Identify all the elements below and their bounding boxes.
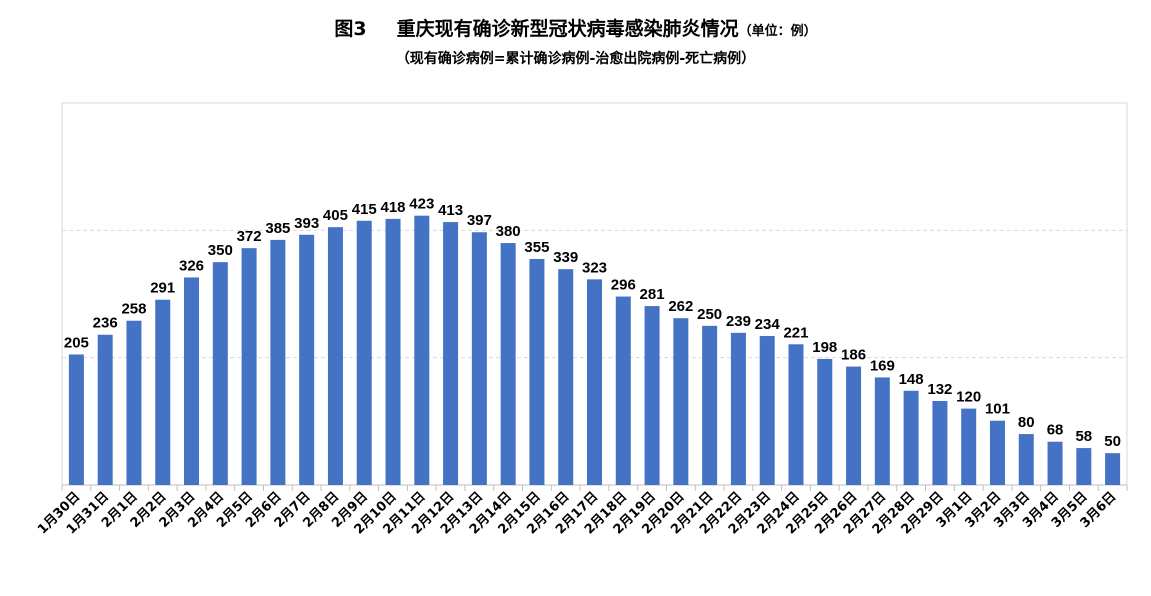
data-label: 262	[668, 298, 693, 315]
bar	[846, 366, 862, 485]
bar	[587, 279, 602, 485]
data-label: 296	[611, 277, 636, 294]
bar	[126, 320, 142, 485]
data-label: 68	[1047, 422, 1064, 439]
data-label: 350	[208, 242, 233, 259]
bar	[1047, 441, 1063, 485]
chart-subtitle: （现有确诊病例=累计确诊病例-治愈出院病例-死亡病例）	[395, 51, 756, 67]
data-label: 234	[755, 316, 781, 333]
data-label: 58	[1075, 428, 1092, 445]
chart-title: 图3 重庆现有确诊新型冠状病毒感染肺炎情况（单位：例）	[0, 14, 1151, 41]
unit-label: （单位：例）	[738, 24, 817, 39]
bar	[1076, 448, 1092, 485]
data-label: 372	[237, 228, 262, 245]
bar	[989, 420, 1005, 485]
figure-label: 图3	[334, 18, 367, 40]
bar	[212, 262, 228, 485]
data-label: 120	[956, 389, 981, 406]
bar	[356, 220, 372, 486]
bar	[961, 408, 977, 485]
bar	[270, 239, 286, 485]
data-label: 132	[927, 381, 952, 398]
bar	[558, 269, 574, 485]
data-label: 397	[467, 212, 492, 229]
data-label: 50	[1104, 433, 1121, 450]
data-label: 186	[841, 347, 866, 364]
bar	[68, 354, 84, 485]
bar	[1105, 453, 1121, 485]
bar	[759, 336, 775, 485]
bar	[414, 215, 430, 485]
bar	[97, 334, 113, 485]
bar	[299, 234, 315, 485]
bar	[874, 377, 890, 485]
data-label: 423	[409, 196, 434, 213]
bar	[155, 299, 171, 485]
bar	[730, 332, 746, 485]
bar	[673, 318, 689, 485]
data-label: 250	[697, 306, 722, 323]
data-label: 80	[1018, 414, 1035, 431]
bar	[500, 243, 516, 485]
bar	[615, 296, 631, 485]
title-text: 重庆现有确诊新型冠状病毒感染肺炎情况	[396, 18, 739, 40]
bar	[932, 400, 948, 485]
bar	[241, 248, 257, 485]
data-label: 380	[496, 223, 521, 240]
bar	[817, 358, 833, 485]
data-label: 221	[783, 324, 808, 341]
data-label: 291	[150, 280, 175, 297]
data-label: 236	[93, 315, 118, 332]
bar	[903, 390, 919, 485]
data-label: 239	[726, 313, 751, 330]
data-label: 205	[64, 334, 89, 351]
bar	[385, 218, 401, 485]
data-label: 169	[870, 357, 895, 374]
bar	[644, 306, 660, 485]
data-label: 258	[121, 301, 146, 318]
bar	[702, 325, 718, 485]
data-label: 385	[265, 220, 290, 237]
data-label: 355	[524, 239, 549, 256]
data-label: 339	[553, 249, 578, 266]
data-label: 101	[985, 401, 1010, 418]
bar	[788, 344, 804, 485]
bar	[184, 277, 200, 485]
data-label: 326	[179, 257, 204, 274]
data-label: 198	[812, 339, 837, 356]
data-label: 405	[323, 207, 348, 224]
bar	[471, 232, 487, 485]
bar	[1018, 434, 1034, 485]
data-label: 413	[438, 202, 463, 219]
bar	[529, 258, 545, 485]
bar	[327, 227, 343, 485]
data-label: 281	[640, 286, 665, 303]
data-label: 393	[294, 215, 319, 232]
bar	[443, 222, 459, 485]
data-label: 418	[380, 199, 405, 216]
data-label: 148	[899, 371, 924, 388]
data-label: 415	[352, 201, 377, 218]
data-label: 323	[582, 259, 607, 276]
